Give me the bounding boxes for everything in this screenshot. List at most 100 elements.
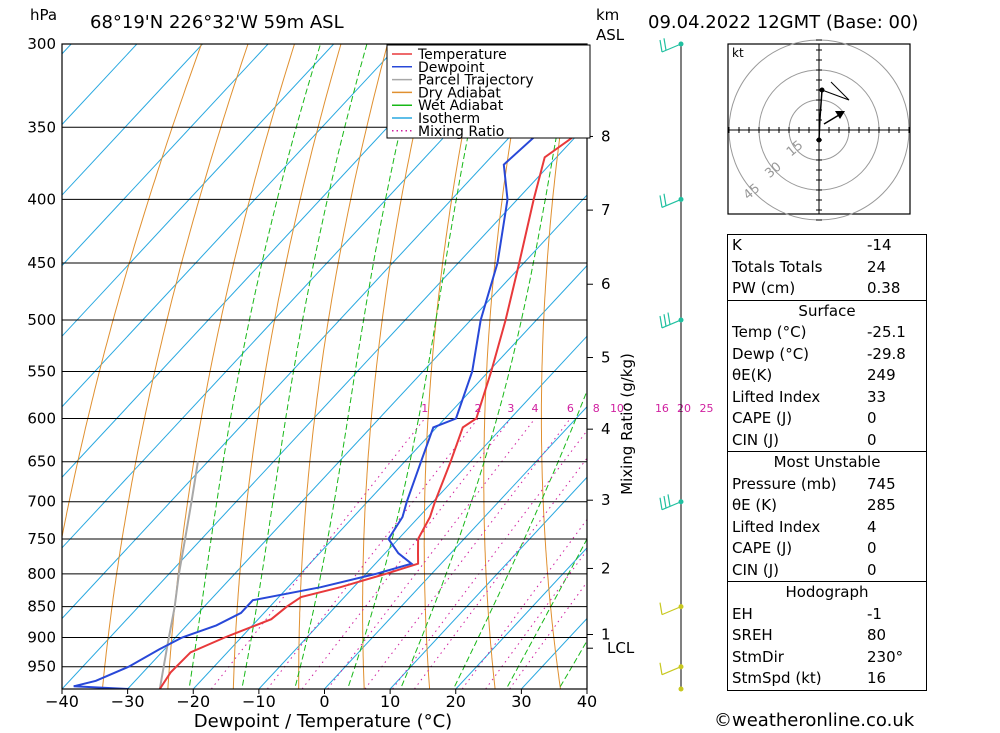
wind-barb-feather: [659, 602, 663, 615]
km-tick-label: 3: [601, 491, 611, 509]
pressure-tick-label: 700: [27, 493, 56, 511]
pressure-tick-label: 400: [27, 190, 56, 208]
pressure-tick-label: 550: [27, 362, 56, 380]
surface-row: Lifted Index 33: [732, 387, 887, 406]
wind-barb-feather: [663, 495, 667, 509]
wet-adiabat-line: [347, 44, 488, 689]
hodo-row: StmSpd (kt) 16: [732, 669, 887, 687]
pressure-tick-label: 300: [27, 35, 56, 53]
km-label: km: [596, 6, 619, 24]
hodo-row: StmDir 230°: [732, 647, 904, 666]
dry-adiabat-line: [362, 44, 435, 689]
isotherm-line: [62, 44, 335, 337]
pressure-tick-label: 900: [27, 629, 56, 647]
wind-barb-feather: [663, 193, 667, 206]
most-unstable-title: Most Unstable: [773, 453, 881, 471]
dry-adiabat-line: [423, 44, 482, 689]
lcl-label: LCL: [607, 639, 635, 657]
storm-motion-arrow: [823, 114, 840, 125]
pressure-tick-label: 750: [27, 530, 56, 548]
isotherm-line: [62, 44, 269, 267]
dry-adiabat-line: [167, 44, 296, 689]
isotherm-line: [258, 335, 587, 689]
legend-entry: Dewpoint: [418, 60, 485, 76]
storm-motion-arrowhead: [835, 111, 845, 119]
wet-adiabat-line: [294, 44, 422, 689]
wind-barb: [661, 319, 682, 329]
surface-row: Temp (°C) -25.1: [732, 323, 906, 341]
km-tick-label: 5: [601, 349, 611, 367]
legend-entry: Dry Adiabat: [418, 85, 501, 101]
mixing-ratio-label: 20: [677, 402, 691, 415]
surface-row: Dewp (°C) -29.8: [732, 344, 906, 363]
isotherm-line: [62, 123, 587, 689]
wind-barb: [661, 501, 682, 511]
legend-entry: Temperature: [417, 47, 507, 63]
surface-section: Surface Temp (°C) -25.1 Dewp (°C) -29.8 θE…: [728, 299, 926, 452]
most-unstable-section: Most Unstable Pressure (mb) 745 θE (K) 285…: [728, 451, 926, 581]
surface-row: θE(K) 249: [732, 366, 896, 384]
km-tick-label: 6: [601, 275, 611, 293]
legend-box: [386, 44, 591, 139]
index-row-k: K -14: [732, 236, 892, 254]
mu-row: Pressure (mb) 745: [732, 474, 896, 493]
wind-barb-feather: [659, 497, 663, 510]
surface-title: Surface: [798, 301, 856, 320]
mixing-ratio-line: [392, 429, 587, 689]
mixing-ratio-line: [364, 418, 571, 689]
datetime-title: 09.04.2022 12GMT (Base: 00): [648, 12, 918, 33]
pressure-tick-label: 450: [27, 254, 56, 272]
wet-adiabat-line: [452, 389, 587, 689]
temp-tick-label: −10: [242, 692, 276, 711]
index-row-pw: PW (cm) 0.38: [732, 279, 901, 297]
temp-tick-label: −20: [176, 692, 210, 711]
wet-adiabat-line: [505, 537, 587, 689]
mixing-ratio-label: 2: [474, 402, 481, 415]
temp-tick-label: 20: [446, 692, 466, 711]
temp-tick-label: 30: [511, 692, 531, 711]
parcel-trajectory-line: [158, 461, 199, 689]
isotherm-line: [324, 406, 587, 689]
mu-row: Lifted Index 4: [732, 517, 877, 536]
legend-entry: Mixing Ratio: [418, 124, 504, 140]
wind-barb-feather: [659, 39, 663, 53]
mixing-ratio-label: 16: [655, 402, 669, 415]
mu-row: CIN (J) 0: [732, 560, 877, 579]
isotherm-line: [192, 264, 587, 689]
pressure-tick-label: 950: [27, 658, 56, 676]
mixing-ratio-line: [509, 581, 587, 689]
km-tick-label: 2: [601, 559, 611, 577]
wind-barb-feather: [667, 494, 671, 507]
pressure-tick-label: 650: [27, 453, 56, 471]
mixing-ratio-label: 10: [610, 402, 624, 415]
dry-adiabat-line: [651, 0, 691, 689]
pressure-tick-label: 600: [27, 409, 56, 427]
mixing-ratio-axis-label: Mixing Ratio (g/kg): [618, 353, 636, 495]
legend-entry: Isotherm: [418, 111, 480, 127]
wind-barb-feather: [663, 314, 667, 327]
wind-barb: [661, 43, 682, 53]
hodo-row: EH -1: [732, 604, 882, 623]
mixing-ratio-line: [327, 418, 536, 689]
pressure-tick-label: 350: [27, 118, 56, 136]
isotherm-line: [62, 44, 204, 196]
km-tick-label: 7: [601, 201, 611, 219]
isotherm-line: [62, 44, 401, 408]
temp-tick-label: 40: [577, 692, 597, 711]
wind-barb: [661, 666, 682, 676]
location-title: 68°19'N 226°32'W 59m ASL: [90, 12, 344, 33]
mixing-ratio-label: 8: [593, 402, 600, 415]
index-row-totals: Totals Totals 24: [732, 257, 887, 276]
footer-credit[interactable]: ©weatheronline.co.uk: [714, 710, 915, 731]
pressure-tick-label: 800: [27, 565, 56, 583]
mixing-ratio-line: [210, 418, 426, 689]
dry-adiabat-line: [62, 44, 203, 540]
temp-tick-label: 0: [319, 692, 329, 711]
km-tick-label: 1: [601, 626, 611, 644]
mixing-ratio-label: 25: [700, 402, 714, 415]
dry-adiabat-line: [101, 44, 249, 689]
dry-adiabat-line: [597, 0, 636, 689]
hodograph-triangle: [821, 81, 850, 101]
mixing-ratio-label: 6: [567, 402, 574, 415]
